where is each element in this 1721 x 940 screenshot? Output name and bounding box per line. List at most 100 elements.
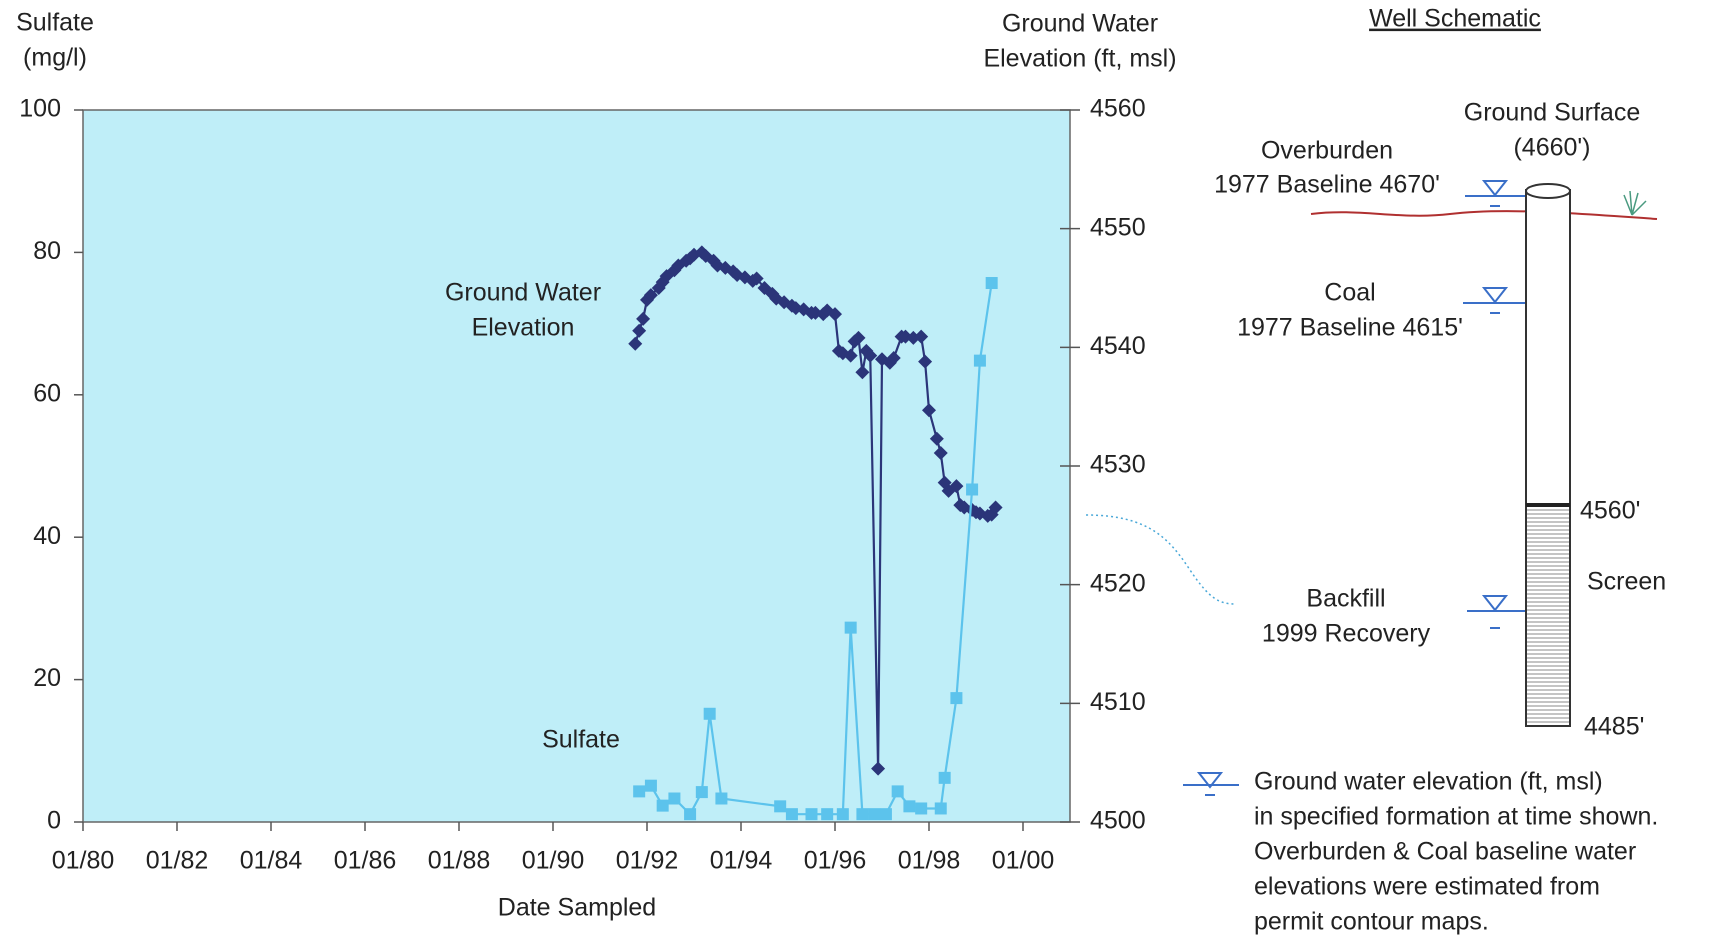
point [633, 785, 646, 798]
point [715, 792, 728, 805]
x-tick-label: 01/92 [616, 847, 679, 875]
y2-tick-label: 4510 [1090, 688, 1146, 716]
casing-top [1525, 183, 1571, 199]
point [918, 354, 933, 369]
legend: Ground water elevation (ft, msl) in speci… [1254, 768, 1658, 936]
ground-line [1310, 210, 1658, 220]
point [785, 808, 798, 821]
point [703, 707, 716, 720]
schematic-title: Well Schematic [1369, 5, 1541, 33]
x-tick-label: 01/90 [522, 847, 585, 875]
label: Backfill [1306, 585, 1385, 613]
label: 1977 Baseline 4615' [1237, 314, 1463, 342]
point [684, 808, 697, 821]
y-tick-label: 80 [33, 237, 61, 265]
y2-tick-label: 4520 [1090, 569, 1146, 597]
y-tick-label: 100 [19, 95, 61, 123]
point [821, 808, 834, 821]
point [644, 779, 657, 792]
grass [1623, 190, 1647, 216]
point [851, 330, 866, 345]
point [695, 786, 708, 799]
point [949, 479, 964, 494]
point [871, 761, 886, 776]
y2-tick-label: 4560 [1090, 95, 1146, 123]
point [774, 800, 787, 813]
label: Ground Surface [1464, 99, 1641, 127]
point [863, 348, 878, 363]
point [828, 307, 842, 322]
point [636, 311, 651, 326]
x-tick-label: 01/82 [146, 847, 209, 875]
screen [1525, 504, 1571, 727]
y2-tick-label: 4530 [1090, 451, 1146, 479]
point [632, 323, 647, 338]
point [805, 808, 818, 821]
casing [1525, 189, 1571, 506]
point [934, 802, 947, 815]
annotation: Ground Water [445, 279, 601, 307]
y-tick-label: 40 [33, 522, 61, 550]
point [966, 483, 979, 496]
point [985, 277, 998, 290]
x-axis-title: Date Sampled [498, 894, 656, 922]
x-tick-label: 01/94 [710, 847, 773, 875]
point [938, 771, 951, 784]
x-tick-label: 01/00 [992, 847, 1055, 875]
point [914, 329, 929, 344]
point [643, 288, 658, 303]
point [855, 365, 870, 380]
x-tick-label: 01/84 [240, 847, 303, 875]
point [929, 431, 944, 446]
point [922, 403, 936, 418]
legend-text: in specified formation at time shown. [1254, 803, 1658, 831]
y-axis-title: (mg/l) [23, 44, 87, 72]
legend-text: elevations were estimated from [1254, 873, 1600, 901]
point [988, 500, 1003, 515]
label: 4560' [1580, 497, 1640, 525]
point [879, 808, 892, 821]
point [973, 354, 986, 367]
point [628, 336, 643, 351]
y-tick-label: 20 [33, 664, 61, 692]
label: (4660') [1513, 134, 1590, 162]
x-tick-label: 01/88 [428, 847, 491, 875]
connector [1085, 514, 1237, 605]
legend-text: permit contour maps. [1254, 908, 1489, 936]
point [749, 271, 764, 286]
point [915, 802, 928, 815]
y-axis-title: Sulfate [16, 9, 94, 37]
point [668, 792, 681, 805]
point [903, 800, 916, 813]
plot-area [82, 109, 1071, 823]
y2-axis-title: Ground Water [1002, 10, 1158, 38]
legend-text: Overburden & Coal baseline water [1254, 838, 1636, 866]
x-tick-label: 01/96 [804, 847, 867, 875]
y-tick-label: 60 [33, 379, 61, 407]
label: 1999 Recovery [1262, 620, 1431, 648]
point [656, 799, 669, 812]
label: Coal [1324, 279, 1375, 307]
label: 4485' [1584, 713, 1644, 741]
water-symbols [1183, 180, 1525, 796]
label: 1977 Baseline 4670' [1214, 171, 1440, 199]
point [868, 808, 881, 821]
point [683, 251, 698, 266]
legend-text: Ground water elevation (ft, msl) [1254, 768, 1603, 796]
plot: 0 20 40 60 80 100 4500 4510 4520 4530 4540 4550 4560… [19, 95, 1145, 875]
label: Screen [1587, 568, 1666, 596]
label: Overburden [1261, 137, 1393, 165]
y2-tick-label: 4540 [1090, 332, 1146, 360]
y2-axis-title: Elevation (ft, msl) [983, 45, 1176, 73]
point [836, 808, 849, 821]
point [844, 621, 857, 634]
x-tick-label: 01/80 [52, 847, 115, 875]
point [843, 348, 858, 363]
y2-tick-label: 4500 [1090, 807, 1146, 835]
point [950, 692, 963, 705]
point [886, 351, 901, 366]
annotation: Sulfate [542, 726, 620, 754]
annotation: Elevation [472, 314, 575, 342]
x-tick-label: 01/98 [898, 847, 961, 875]
